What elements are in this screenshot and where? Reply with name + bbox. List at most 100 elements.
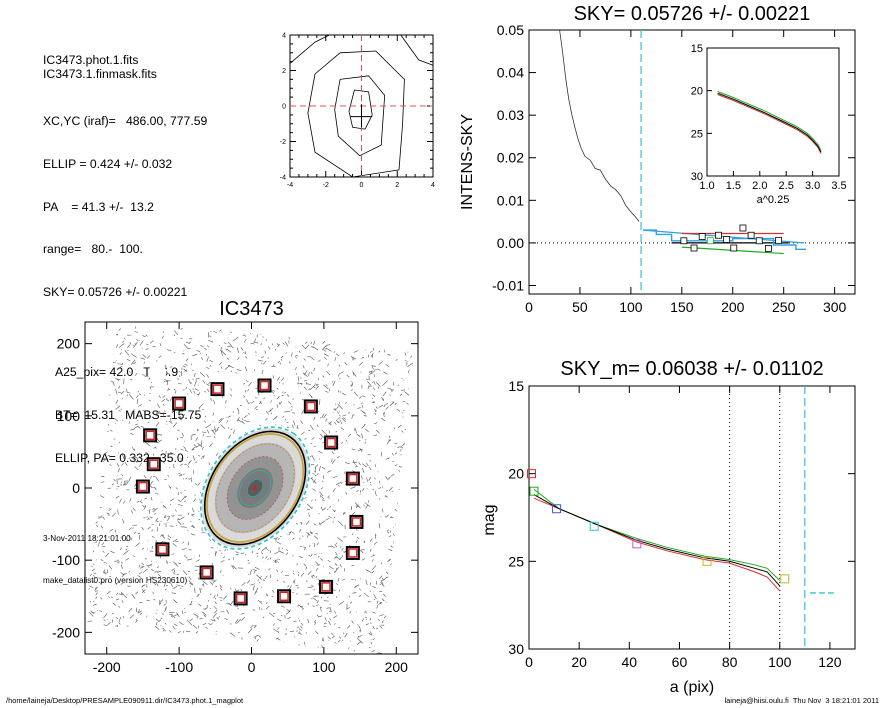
noise-speck <box>184 449 188 452</box>
noise-speck <box>313 523 317 526</box>
noise-speck <box>100 597 103 600</box>
sky-point <box>775 236 782 244</box>
noise-speck <box>333 351 335 353</box>
noise-speck <box>298 332 302 335</box>
noise-speck <box>134 448 136 452</box>
noise-speck <box>209 442 213 448</box>
noise-speck <box>323 622 326 625</box>
isophote-contour <box>400 34 434 66</box>
noise-speck <box>399 445 402 448</box>
noise-speck <box>317 555 320 558</box>
noise-speck <box>153 643 156 646</box>
noise-speck <box>97 643 102 646</box>
sky-y-tick-label: 0.05 <box>497 22 524 38</box>
noise-speck <box>157 403 160 409</box>
noise-speck <box>391 611 393 615</box>
noise-speck <box>99 458 102 460</box>
noise-speck <box>397 598 401 600</box>
noise-speck <box>284 410 290 413</box>
noise-speck <box>405 432 408 435</box>
noise-speck <box>134 531 136 534</box>
noise-speck <box>169 582 173 588</box>
noise-speck <box>317 583 319 586</box>
noise-speck <box>267 357 269 359</box>
noise-speck <box>390 560 394 566</box>
noise-speck <box>148 399 151 402</box>
noise-speck <box>285 418 287 421</box>
noise-speck <box>298 632 302 635</box>
noise-speck <box>221 331 223 333</box>
noise-speck <box>118 622 121 625</box>
noise-speck <box>295 584 299 586</box>
noise-speck <box>206 647 211 652</box>
noise-speck <box>368 646 371 649</box>
noise-speck <box>288 361 291 364</box>
noise-speck <box>190 477 193 479</box>
noise-speck <box>313 479 316 484</box>
noise-speck <box>158 411 161 413</box>
noise-speck <box>223 556 226 559</box>
noise-speck <box>262 579 265 582</box>
noise-speck <box>130 455 136 459</box>
noise-speck <box>214 598 216 600</box>
noise-speck <box>340 427 344 431</box>
noise-speck <box>390 545 395 549</box>
noise-speck <box>269 550 272 554</box>
noise-speck <box>400 547 403 550</box>
noise-speck <box>99 378 102 381</box>
noise-speck <box>372 488 375 491</box>
noise-speck <box>377 618 380 622</box>
noise-speck <box>202 611 207 616</box>
noise-speck <box>374 408 377 412</box>
noise-speck <box>149 516 153 519</box>
noise-speck <box>112 602 116 606</box>
noise-speck <box>198 392 201 396</box>
noise-speck <box>85 482 88 484</box>
noise-speck <box>328 421 333 425</box>
noise-speck <box>196 350 201 353</box>
noise-speck <box>100 495 105 499</box>
noise-speck <box>335 542 338 545</box>
noise-speck <box>313 367 316 372</box>
noise-speck <box>211 429 215 432</box>
noise-speck <box>136 501 140 503</box>
noise-speck <box>118 343 125 348</box>
noise-speck <box>232 565 237 570</box>
mag-x-tick-label: 60 <box>672 654 688 670</box>
noise-speck <box>163 581 167 587</box>
noise-speck <box>337 520 344 527</box>
noise-speck <box>108 596 111 598</box>
noise-speck <box>254 625 257 629</box>
noise-speck <box>147 637 149 640</box>
noise-speck <box>256 552 259 555</box>
sky-plot-title: SKY= 0.05726 +/- 0.00221 <box>574 3 811 25</box>
noise-speck <box>128 630 133 634</box>
noise-speck <box>265 575 268 578</box>
noise-speck <box>389 401 395 406</box>
noise-speck <box>332 380 336 387</box>
noise-speck <box>101 346 106 351</box>
noise-speck <box>226 609 230 614</box>
noise-speck <box>279 644 282 650</box>
noise-speck <box>228 645 234 651</box>
noise-speck <box>413 379 415 383</box>
isophote-ellipse <box>239 470 272 506</box>
noise-speck <box>367 500 370 503</box>
noise-speck <box>126 388 128 394</box>
noise-speck <box>118 616 121 623</box>
noise-speck <box>331 635 335 639</box>
noise-speck <box>369 371 373 376</box>
noise-speck <box>202 455 205 459</box>
noise-speck <box>132 344 134 347</box>
noise-speck <box>132 457 138 463</box>
mask-box <box>233 591 248 606</box>
noise-speck <box>194 381 197 387</box>
noise-speck <box>352 330 355 334</box>
noise-speck <box>388 354 391 356</box>
noise-speck <box>169 525 174 527</box>
noise-speck <box>151 569 154 571</box>
sky-x-tick-label: 50 <box>572 299 588 315</box>
noise-speck <box>177 378 180 380</box>
noise-speck <box>263 397 266 400</box>
noise-speck <box>92 423 99 427</box>
